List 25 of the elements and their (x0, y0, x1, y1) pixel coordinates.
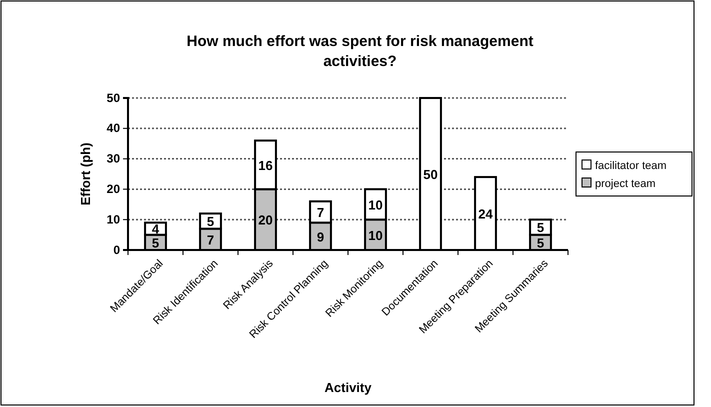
data-label: 20 (258, 212, 273, 228)
data-label: 24 (478, 206, 494, 222)
y-tick-label: 50 (106, 90, 120, 105)
data-label: 4 (152, 222, 160, 237)
y-tick-label: 10 (106, 212, 120, 226)
y-tick-label: 40 (106, 121, 120, 136)
y-tick-label: 0 (113, 242, 120, 257)
data-label: 9 (316, 229, 324, 244)
data-label: 7 (206, 232, 214, 248)
data-label: 5 (536, 220, 544, 236)
data-label: 5 (536, 235, 544, 250)
y-tick-label: 30 (106, 152, 120, 166)
data-label: 10 (368, 197, 383, 212)
data-label: 10 (368, 228, 383, 243)
data-label: 5 (206, 214, 214, 230)
y-tick-label: 20 (106, 182, 120, 196)
data-label: 7 (316, 205, 324, 220)
chart-title: How much effort was spent for risk management activities? (186, 33, 534, 70)
y-axis-title: Effort (ph) (78, 142, 93, 206)
legend-label: facilitator team (595, 160, 667, 172)
data-label: 50 (423, 167, 438, 182)
legend-label: project team (595, 178, 656, 190)
x-axis-title: Activity (324, 380, 372, 395)
data-label: 16 (258, 158, 273, 173)
data-label: 5 (152, 235, 160, 250)
